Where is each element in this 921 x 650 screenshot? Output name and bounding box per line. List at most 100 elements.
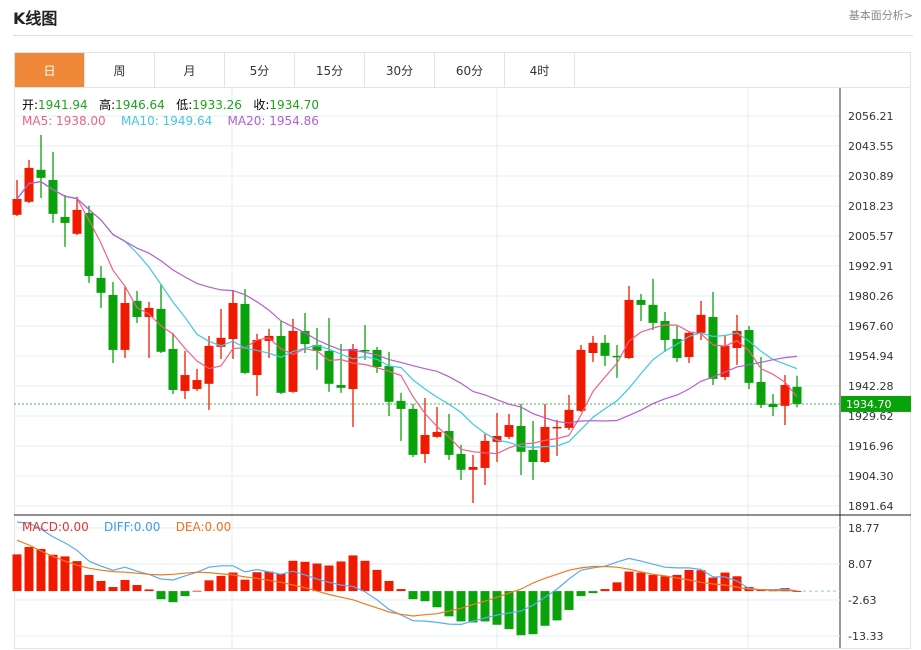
macd-bar bbox=[396, 589, 406, 592]
macd-bar bbox=[432, 591, 442, 608]
macd-bar bbox=[792, 591, 802, 592]
low-label: 低: bbox=[176, 98, 193, 112]
macd-bar bbox=[648, 574, 658, 592]
candle-down bbox=[456, 453, 466, 470]
candle-down bbox=[108, 294, 118, 350]
macd-bar bbox=[564, 591, 574, 610]
candle-down bbox=[708, 316, 718, 379]
candle-up bbox=[192, 380, 202, 390]
macd-bar bbox=[672, 574, 682, 592]
ma20-value: MA20: 1954.86 bbox=[227, 114, 319, 128]
period-tabs: 日 周 月 5分 15分 30分 60分 4时 bbox=[14, 52, 911, 88]
macd-bar bbox=[60, 556, 70, 592]
macd-bar bbox=[192, 590, 202, 592]
candle-up bbox=[504, 425, 514, 437]
macd-bar bbox=[312, 563, 322, 592]
candle-down bbox=[600, 342, 610, 356]
diff-value: DIFF:0.00 bbox=[104, 520, 161, 534]
ma-readout: MA5: 1938.00 MA10: 1949.64 MA20: 1954.86 bbox=[22, 114, 319, 128]
header-divider bbox=[13, 35, 913, 36]
candle-down bbox=[276, 335, 286, 393]
candle-up bbox=[492, 435, 502, 442]
macd-bar bbox=[480, 591, 490, 622]
candle-down bbox=[516, 425, 526, 452]
ma10-value: MA10: 1949.64 bbox=[120, 114, 213, 128]
candle-up bbox=[12, 198, 22, 215]
candle-up bbox=[468, 466, 478, 470]
macd-tick-label: 18.77 bbox=[848, 522, 880, 535]
macd-readout: MACD:0.00 DIFF:0.00 DEA:0.00 bbox=[22, 520, 231, 534]
high-value: 1946.64 bbox=[115, 98, 165, 112]
tab-week[interactable]: 周 bbox=[85, 53, 155, 87]
price-tick-label: 1967.60 bbox=[848, 320, 894, 333]
tab-month[interactable]: 月 bbox=[155, 53, 225, 87]
macd-bar bbox=[636, 572, 646, 592]
candle-down bbox=[336, 384, 346, 388]
macd-tick-label: -2.63 bbox=[848, 594, 876, 607]
macd-bar bbox=[120, 579, 130, 592]
candle-down bbox=[240, 303, 250, 373]
candle-down bbox=[156, 308, 166, 352]
candle-down bbox=[96, 277, 106, 293]
macd-tick-label: 8.07 bbox=[848, 558, 873, 571]
macd-bar bbox=[552, 591, 562, 621]
macd-bar bbox=[600, 589, 610, 592]
macd-bar bbox=[348, 555, 358, 592]
macd-bar bbox=[156, 591, 166, 600]
candle-up bbox=[696, 314, 706, 333]
close-label: 收: bbox=[253, 98, 270, 112]
candle-up bbox=[684, 332, 694, 358]
tab-4hour[interactable]: 4时 bbox=[505, 53, 575, 87]
price-tick-label: 2056.21 bbox=[848, 110, 894, 123]
macd-bar bbox=[84, 574, 94, 592]
price-tick-label: 1891.64 bbox=[848, 500, 894, 513]
page-title: K线图 bbox=[13, 9, 58, 28]
tab-day[interactable]: 日 bbox=[15, 53, 85, 87]
candle-down bbox=[168, 348, 178, 390]
candle-down bbox=[312, 344, 322, 351]
candle-down bbox=[132, 300, 142, 317]
candle-down bbox=[372, 349, 382, 367]
candle-down bbox=[648, 304, 658, 323]
price-tick-label: 1954.94 bbox=[848, 350, 894, 363]
current-price-label: 1934.70 bbox=[846, 398, 892, 411]
macd-value: MACD:0.00 bbox=[22, 520, 89, 534]
candle-up bbox=[588, 342, 598, 354]
macd-bar bbox=[528, 591, 538, 635]
fundamental-analysis-link[interactable]: 基本面分析> bbox=[848, 9, 913, 22]
price-tick-label: 1929.62 bbox=[848, 410, 894, 423]
candle-down bbox=[612, 355, 622, 358]
ma5-value: MA5: 1938.00 bbox=[22, 114, 106, 128]
macd-bar bbox=[216, 575, 226, 592]
macd-bar bbox=[72, 561, 82, 592]
candle-up bbox=[348, 348, 358, 390]
candle-up bbox=[72, 209, 82, 234]
candle-up bbox=[732, 330, 742, 349]
candle-up bbox=[24, 167, 34, 202]
candle-down bbox=[396, 400, 406, 409]
ma10-line bbox=[16, 180, 798, 449]
candle-down bbox=[672, 339, 682, 358]
price-tick-label: 2043.55 bbox=[848, 140, 894, 153]
tab-30min[interactable]: 30分 bbox=[365, 53, 435, 87]
candle-down bbox=[48, 180, 58, 214]
high-label: 高: bbox=[99, 98, 116, 112]
tab-15min[interactable]: 15分 bbox=[295, 53, 365, 87]
macd-bar bbox=[588, 591, 598, 594]
tab-60min[interactable]: 60分 bbox=[435, 53, 505, 87]
tab-5min[interactable]: 5分 bbox=[225, 53, 295, 87]
candle-up bbox=[420, 435, 430, 454]
macd-bar bbox=[732, 576, 742, 592]
candle-down bbox=[60, 216, 70, 223]
candle-down bbox=[660, 321, 670, 340]
macd-bar bbox=[516, 591, 526, 636]
open-value: 1941.94 bbox=[38, 98, 88, 112]
ma20-line bbox=[16, 180, 798, 424]
price-tick-label: 1942.28 bbox=[848, 380, 894, 393]
candle-down bbox=[756, 381, 766, 405]
price-tick-label: 1980.26 bbox=[848, 290, 894, 303]
macd-bar bbox=[132, 585, 142, 592]
macd-bar bbox=[720, 572, 730, 592]
macd-bar bbox=[288, 560, 298, 592]
